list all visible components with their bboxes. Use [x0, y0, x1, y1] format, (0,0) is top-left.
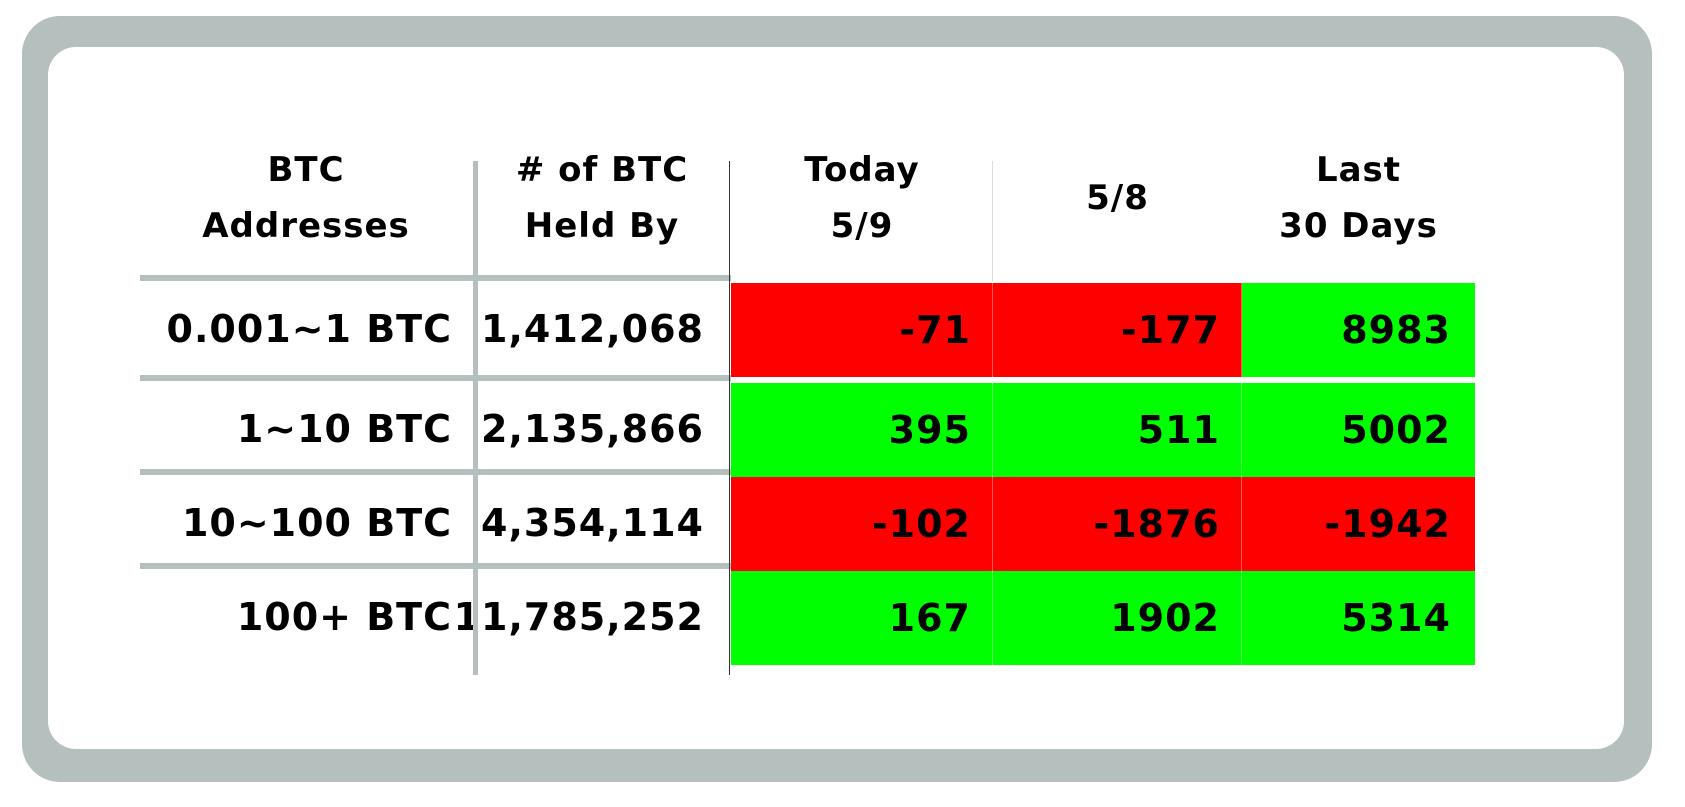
header-line: Addresses [202, 206, 410, 246]
header-line: 30 Days [1279, 206, 1438, 246]
header-line: BTC [267, 150, 345, 190]
header-line: Today [804, 150, 920, 190]
header-line: 5/9 [830, 206, 894, 246]
table-cell-range: 100+ BTC [236, 595, 452, 639]
table-cell-month: 8983 [1242, 283, 1475, 377]
row-divider [140, 275, 731, 281]
table-cell-range: 0.001~1 BTC [166, 307, 452, 351]
header-prev-day: 5/8 [993, 121, 1242, 275]
row-divider [140, 469, 731, 475]
cell-divider [992, 283, 993, 675]
table-cell-held: 1,412,068 [481, 307, 704, 351]
table-cell-month: 5314 [1242, 571, 1475, 665]
table-cell-today: -71 [731, 283, 995, 377]
row-divider [140, 563, 731, 569]
btc-address-table: BTC Addresses # of BTC Held By Today 5/9 5/8 La… [140, 121, 1532, 675]
table-cell-held: 11,785,252 [453, 595, 704, 639]
table-cell-range: 10~100 BTC [181, 501, 452, 545]
header-last-30-days: Last 30 Days [1242, 121, 1475, 275]
row-divider [140, 375, 731, 381]
table-cell-prev: -177 [993, 283, 1244, 377]
table-cell-range: 1~10 BTC [236, 407, 452, 451]
header-btc-addresses: BTC Addresses [140, 121, 472, 275]
header-line: Held By [524, 206, 680, 246]
header-line: 5/8 [1086, 178, 1149, 218]
table-card: BTC Addresses # of BTC Held By Today 5/9 5/8 La… [48, 47, 1624, 749]
table-cell-held: 4,354,114 [481, 501, 704, 545]
table-cell-today: 167 [731, 571, 995, 665]
header-line: Last [1315, 150, 1402, 190]
cell-divider [1241, 283, 1242, 675]
table-cell-held: 2,135,866 [481, 407, 704, 451]
table-cell-month: -1942 [1242, 477, 1475, 571]
header-btc-held-by: # of BTC Held By [476, 121, 728, 275]
header-line: # of BTC [515, 150, 689, 190]
table-cell-month: 5002 [1242, 383, 1475, 477]
column-divider-light [992, 161, 993, 281]
table-cell-today: 395 [731, 383, 995, 477]
column-divider-dark [729, 161, 730, 675]
table-cell-prev: 1902 [993, 571, 1244, 665]
table-cell-today: -102 [731, 477, 995, 571]
table-cell-prev: -1876 [993, 477, 1244, 571]
header-today: Today 5/9 [731, 121, 993, 275]
column-divider [473, 161, 478, 675]
table-cell-prev: 511 [993, 383, 1244, 477]
